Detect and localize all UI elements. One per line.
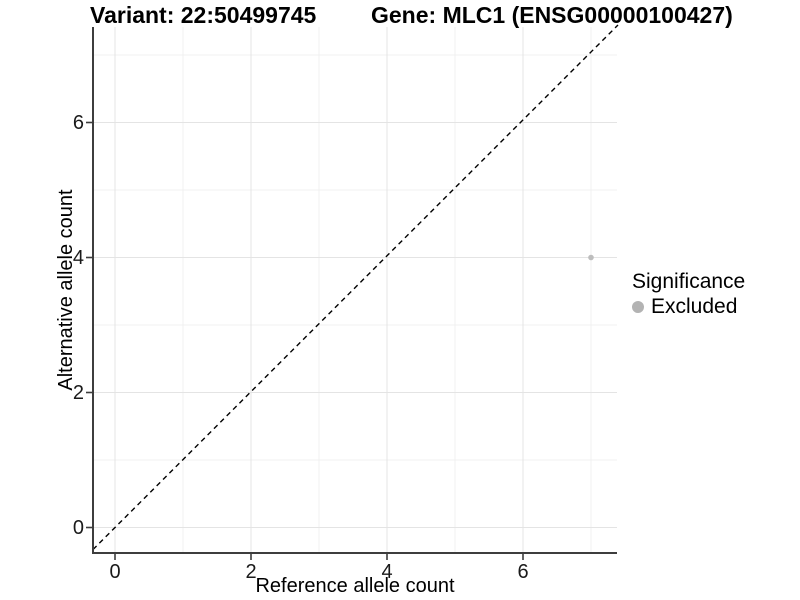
x-tick-label-0: 0: [109, 561, 121, 583]
x-minor-gridlines: [182, 27, 592, 553]
y-tick-label-2: 2: [72, 381, 84, 404]
legend-title: Significance: [632, 270, 746, 293]
y-major-gridlines: [93, 122, 617, 528]
variant-title: Variant: 22:50499745: [90, 2, 317, 28]
x-major-gridlines: [114, 27, 524, 553]
y-axis-title: Alternative allele count: [55, 189, 77, 391]
legend-key-dot-icon: [632, 301, 644, 313]
gene-title: Gene: MLC1 (ENSG00000100427): [371, 2, 733, 28]
axis-lines: [92, 27, 617, 554]
x-tick-label-4: 4: [381, 561, 393, 583]
x-tick-label-2: 2: [245, 561, 257, 583]
x-tick-label-6: 6: [517, 561, 529, 583]
y-tick-label-6: 6: [72, 111, 84, 134]
legend-item-label: Excluded: [651, 295, 738, 318]
y-minor-gridlines: [93, 54, 617, 461]
y-tick-label-4: 4: [72, 246, 84, 269]
identity-dashed-line: [92, 24, 619, 550]
data-point-excluded: [588, 254, 594, 261]
y-tick-label-0: 0: [72, 516, 84, 539]
x-axis-title: Reference allele count: [255, 575, 455, 597]
legend: Significance Excluded: [632, 270, 745, 319]
x-tick-marks: [114, 554, 524, 560]
legend-item-excluded: Excluded: [632, 295, 745, 319]
y-tick-marks: [86, 121, 92, 529]
